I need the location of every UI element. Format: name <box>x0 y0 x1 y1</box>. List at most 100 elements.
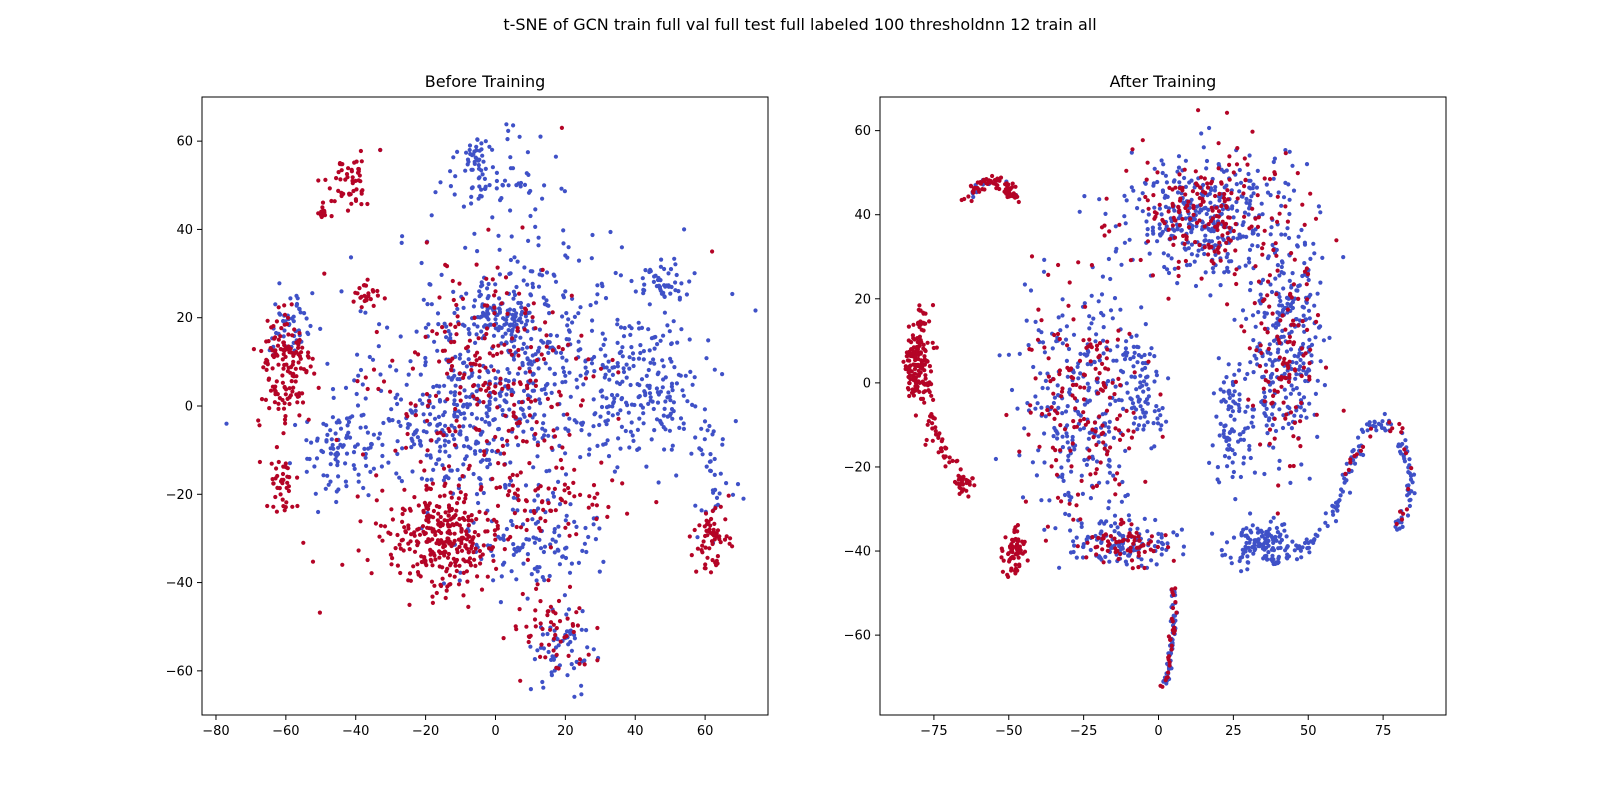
scatter-point <box>455 306 460 312</box>
scatter-point <box>539 500 545 505</box>
scatter-point <box>265 318 270 323</box>
scatter-point <box>1087 337 1092 342</box>
scatter-point <box>1294 557 1300 562</box>
scatter-point <box>441 413 446 418</box>
scatter-point <box>1251 231 1256 236</box>
x-tick-label: 20 <box>557 724 574 739</box>
scatter-point <box>604 422 609 427</box>
scatter-point <box>1130 566 1135 571</box>
scatter-point <box>673 262 678 267</box>
scatter-point <box>338 442 343 447</box>
scatter-point <box>627 445 632 450</box>
scatter-point <box>1306 308 1312 313</box>
scatter-point <box>695 535 700 540</box>
scatter-point <box>1281 286 1286 291</box>
scatter-point <box>451 155 456 160</box>
scatter-point <box>587 447 592 452</box>
scatter-point <box>589 361 595 366</box>
scatter-point <box>1190 189 1195 194</box>
scatter-point <box>1293 405 1298 410</box>
scatter-point <box>403 445 409 450</box>
scatter-point <box>693 404 698 409</box>
scatter-point <box>506 428 511 433</box>
scatter-point <box>349 169 354 174</box>
scatter-point <box>1100 388 1105 393</box>
scatter-point <box>567 432 572 437</box>
scatter-point <box>914 379 919 384</box>
scatter-point <box>1253 216 1258 221</box>
scatter-point <box>494 485 499 490</box>
scatter-point <box>1292 353 1297 358</box>
scatter-point <box>271 504 276 509</box>
scatter-point <box>355 494 360 499</box>
scatter-point <box>395 532 400 538</box>
scatter-point <box>296 345 301 350</box>
scatter-point <box>1254 356 1259 361</box>
scatter-point <box>1078 517 1083 522</box>
scatter-point <box>452 531 457 536</box>
scatter-point <box>1119 262 1124 267</box>
scatter-point <box>1138 257 1143 263</box>
scatter-point <box>1166 206 1172 211</box>
scatter-point <box>486 386 491 391</box>
scatter-point <box>637 416 642 421</box>
scatter-point <box>589 328 595 333</box>
scatter-point <box>551 657 556 662</box>
scatter-point <box>426 322 431 327</box>
scatter-point <box>453 429 458 434</box>
scatter-point <box>1067 501 1072 506</box>
scatter-point <box>1300 273 1305 279</box>
scatter-point <box>1042 345 1047 350</box>
scatter-point <box>1243 533 1248 538</box>
scatter-point <box>621 334 627 339</box>
scatter-point <box>544 298 549 303</box>
scatter-point <box>1101 325 1106 330</box>
scatter-point <box>1123 448 1128 453</box>
scatter-point <box>336 188 341 193</box>
scatter-point <box>610 413 615 418</box>
scatter-point <box>511 552 516 558</box>
scatter-point <box>1202 224 1207 229</box>
scatter-point <box>586 505 591 510</box>
scatter-point <box>1094 332 1099 337</box>
scatter-point <box>1157 202 1162 207</box>
scatter-point <box>923 348 928 354</box>
scatter-point <box>544 333 549 338</box>
scatter-point <box>964 477 969 483</box>
scatter-point <box>1101 560 1106 565</box>
scatter-point <box>474 397 479 402</box>
scatter-point <box>567 584 573 590</box>
scatter-point <box>553 154 559 159</box>
scatter-point <box>655 342 660 347</box>
scatter-point <box>1039 330 1044 335</box>
scatter-point <box>1247 447 1252 452</box>
scatter-point <box>1188 216 1193 221</box>
scatter-point <box>530 517 535 522</box>
scatter-point <box>1323 511 1328 516</box>
scatter-point <box>450 433 455 438</box>
scatter-point <box>1107 458 1112 463</box>
scatter-point <box>674 381 680 386</box>
scatter-point <box>1009 568 1014 573</box>
scatter-point <box>647 302 652 307</box>
scatter-point <box>424 453 429 458</box>
scatter-point <box>477 369 482 374</box>
scatter-point <box>1225 251 1230 257</box>
scatter-point <box>505 308 510 313</box>
scatter-point <box>1078 418 1083 423</box>
scatter-point <box>424 240 429 245</box>
scatter-point <box>490 277 495 282</box>
scatter-point <box>1097 197 1102 202</box>
scatter-point <box>592 495 597 500</box>
scatter-point <box>1156 531 1161 537</box>
scatter-point <box>335 463 340 468</box>
scatter-point <box>316 178 321 183</box>
scatter-point <box>348 255 354 260</box>
scatter-point <box>459 548 465 553</box>
scatter-point <box>364 297 369 302</box>
scatter-point <box>1182 241 1187 247</box>
scatter-point <box>474 389 479 394</box>
scatter-point <box>509 518 514 524</box>
scatter-point <box>1120 479 1125 485</box>
scatter-point <box>1092 359 1097 364</box>
